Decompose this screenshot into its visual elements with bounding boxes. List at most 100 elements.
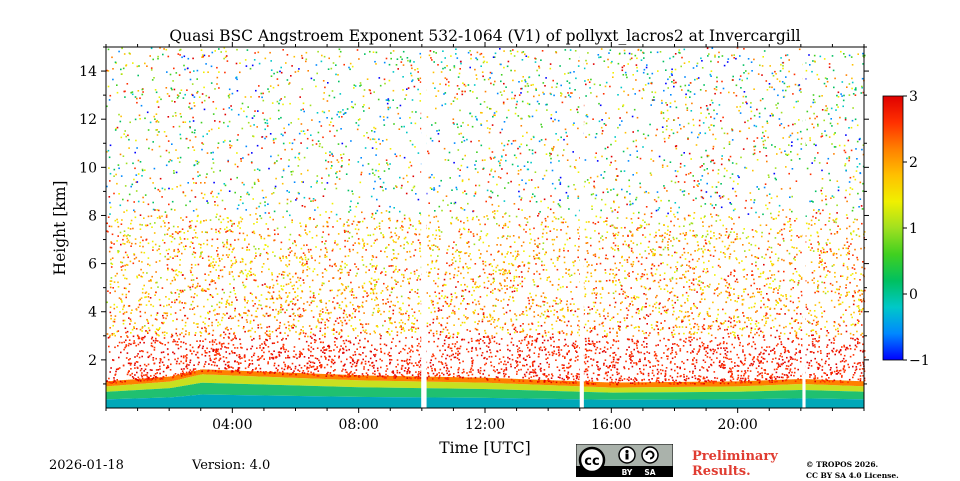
heatmap-cell [428, 214, 430, 217]
heatmap-cell [332, 248, 334, 251]
heatmap-cell [839, 360, 842, 363]
heatmap-cell [516, 364, 519, 366]
heatmap-cell [840, 333, 843, 335]
heatmap-cell [443, 297, 446, 299]
heatmap-cell [124, 130, 126, 132]
heatmap-cell [194, 225, 197, 228]
heatmap-cell [830, 380, 832, 386]
heatmap-cell [306, 244, 308, 246]
heatmap-cell [662, 392, 664, 400]
heatmap-cell [326, 326, 329, 329]
heatmap-cell [601, 286, 604, 289]
heatmap-cell [333, 349, 335, 351]
heatmap-cell [417, 152, 420, 154]
heatmap-cell [738, 386, 740, 392]
heatmap-cell [606, 392, 608, 400]
heatmap-cell [159, 190, 161, 193]
heatmap-cell [630, 57, 633, 60]
heatmap-cell [364, 396, 366, 409]
heatmap-cell [434, 397, 436, 409]
heatmap-cell [672, 236, 675, 239]
heatmap-cell [808, 390, 810, 399]
heatmap-cell [336, 113, 338, 116]
heatmap-cell [676, 386, 678, 393]
heatmap-cell [840, 391, 842, 399]
heatmap-cell [621, 255, 623, 258]
heatmap-cell [456, 382, 458, 389]
heatmap-cell [484, 397, 486, 409]
heatmap-cell [549, 67, 552, 70]
heatmap-cell [158, 388, 160, 398]
heatmap-cell [493, 112, 496, 114]
heatmap-cell [344, 379, 346, 387]
heatmap-cell [758, 327, 761, 330]
heatmap-cell [393, 377, 395, 379]
heatmap-cell [518, 81, 520, 83]
heatmap-cell [622, 392, 624, 400]
heatmap-cell [829, 369, 832, 371]
heatmap-cell [130, 379, 132, 385]
heatmap-cell [262, 395, 264, 409]
heatmap-cell [860, 386, 862, 392]
heatmap-cell [632, 382, 634, 388]
heatmap-cell [663, 137, 666, 140]
heatmap-cell [140, 251, 143, 254]
heatmap-cell [302, 348, 305, 351]
heatmap-cell [722, 337, 725, 339]
heatmap-cell [218, 232, 221, 234]
heatmap-cell [228, 273, 231, 275]
heatmap-cell [660, 387, 662, 393]
heatmap-cell [740, 391, 742, 400]
heatmap-cell [779, 70, 782, 72]
heatmap-cell [260, 327, 263, 329]
heatmap-cell [667, 355, 669, 358]
heatmap-cell [820, 250, 822, 252]
heatmap-cell [647, 192, 650, 194]
heatmap-cell [374, 353, 377, 356]
heatmap-cell [268, 167, 270, 170]
heatmap-cell [758, 373, 760, 376]
heatmap-cell [783, 332, 786, 335]
heatmap-cell [671, 81, 673, 83]
heatmap-cell [584, 381, 586, 387]
heatmap-cell [507, 182, 510, 184]
heatmap-cell [274, 395, 276, 409]
heatmap-cell [130, 398, 132, 409]
heatmap-cell [828, 390, 830, 399]
heatmap-cell [564, 356, 566, 358]
heatmap-cell [567, 92, 569, 94]
heatmap-cell [325, 211, 327, 213]
heatmap-cell [699, 369, 701, 371]
heatmap-cell [509, 272, 511, 275]
heatmap-cell [644, 236, 647, 239]
heatmap-cell [336, 379, 338, 387]
heatmap-cell [430, 397, 432, 409]
heatmap-cell [139, 241, 142, 244]
heatmap-cell [543, 369, 546, 371]
heatmap-cell [516, 357, 519, 359]
heatmap-cell [603, 221, 605, 223]
heatmap-cell [276, 395, 278, 409]
heatmap-cell [296, 295, 299, 297]
heatmap-cell [215, 269, 217, 271]
heatmap-cell [753, 58, 755, 61]
heatmap-cell [522, 390, 524, 399]
heatmap-cell [126, 390, 128, 399]
heatmap-cell [307, 169, 309, 172]
heatmap-cell [613, 366, 616, 369]
heatmap-cell [575, 382, 577, 384]
heatmap-cell [388, 244, 390, 246]
heatmap-cell [788, 384, 790, 391]
heatmap-cell [288, 327, 290, 330]
heatmap-cell [490, 190, 492, 192]
heatmap-cell [417, 198, 420, 201]
heatmap-cell [317, 318, 319, 320]
heatmap-cell [158, 397, 160, 409]
heatmap-cell [120, 243, 122, 246]
heatmap-cell [798, 89, 801, 92]
heatmap-cell [252, 376, 254, 385]
heatmap-cell [791, 317, 793, 320]
heatmap-cell [144, 374, 147, 376]
heatmap-cell [124, 96, 126, 98]
heatmap-cell [558, 255, 561, 258]
